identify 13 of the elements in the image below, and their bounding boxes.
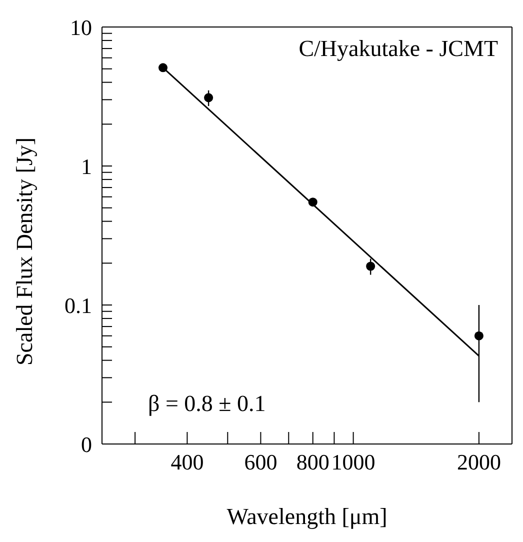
x-tick-label: 800: [296, 450, 330, 475]
x-axis-title: Wavelength [μm]: [226, 504, 388, 529]
annotation: C/Hyakutake - JCMT: [298, 36, 498, 61]
x-tick-label: 2000: [456, 450, 501, 475]
y-tick-label: 1: [81, 154, 92, 179]
y-tick-label: 0: [81, 432, 92, 457]
x-tick-label: 1000: [331, 450, 376, 475]
x-tick-label: 400: [170, 450, 204, 475]
y-axis-title: Scaled Flux Density [Jy]: [12, 137, 38, 366]
x-tick-label: 600: [244, 450, 278, 475]
annotation: β = 0.8 ± 0.1: [148, 391, 266, 416]
y-tick-label: 10: [70, 14, 92, 40]
y-tick-label: 0.1: [64, 292, 92, 318]
